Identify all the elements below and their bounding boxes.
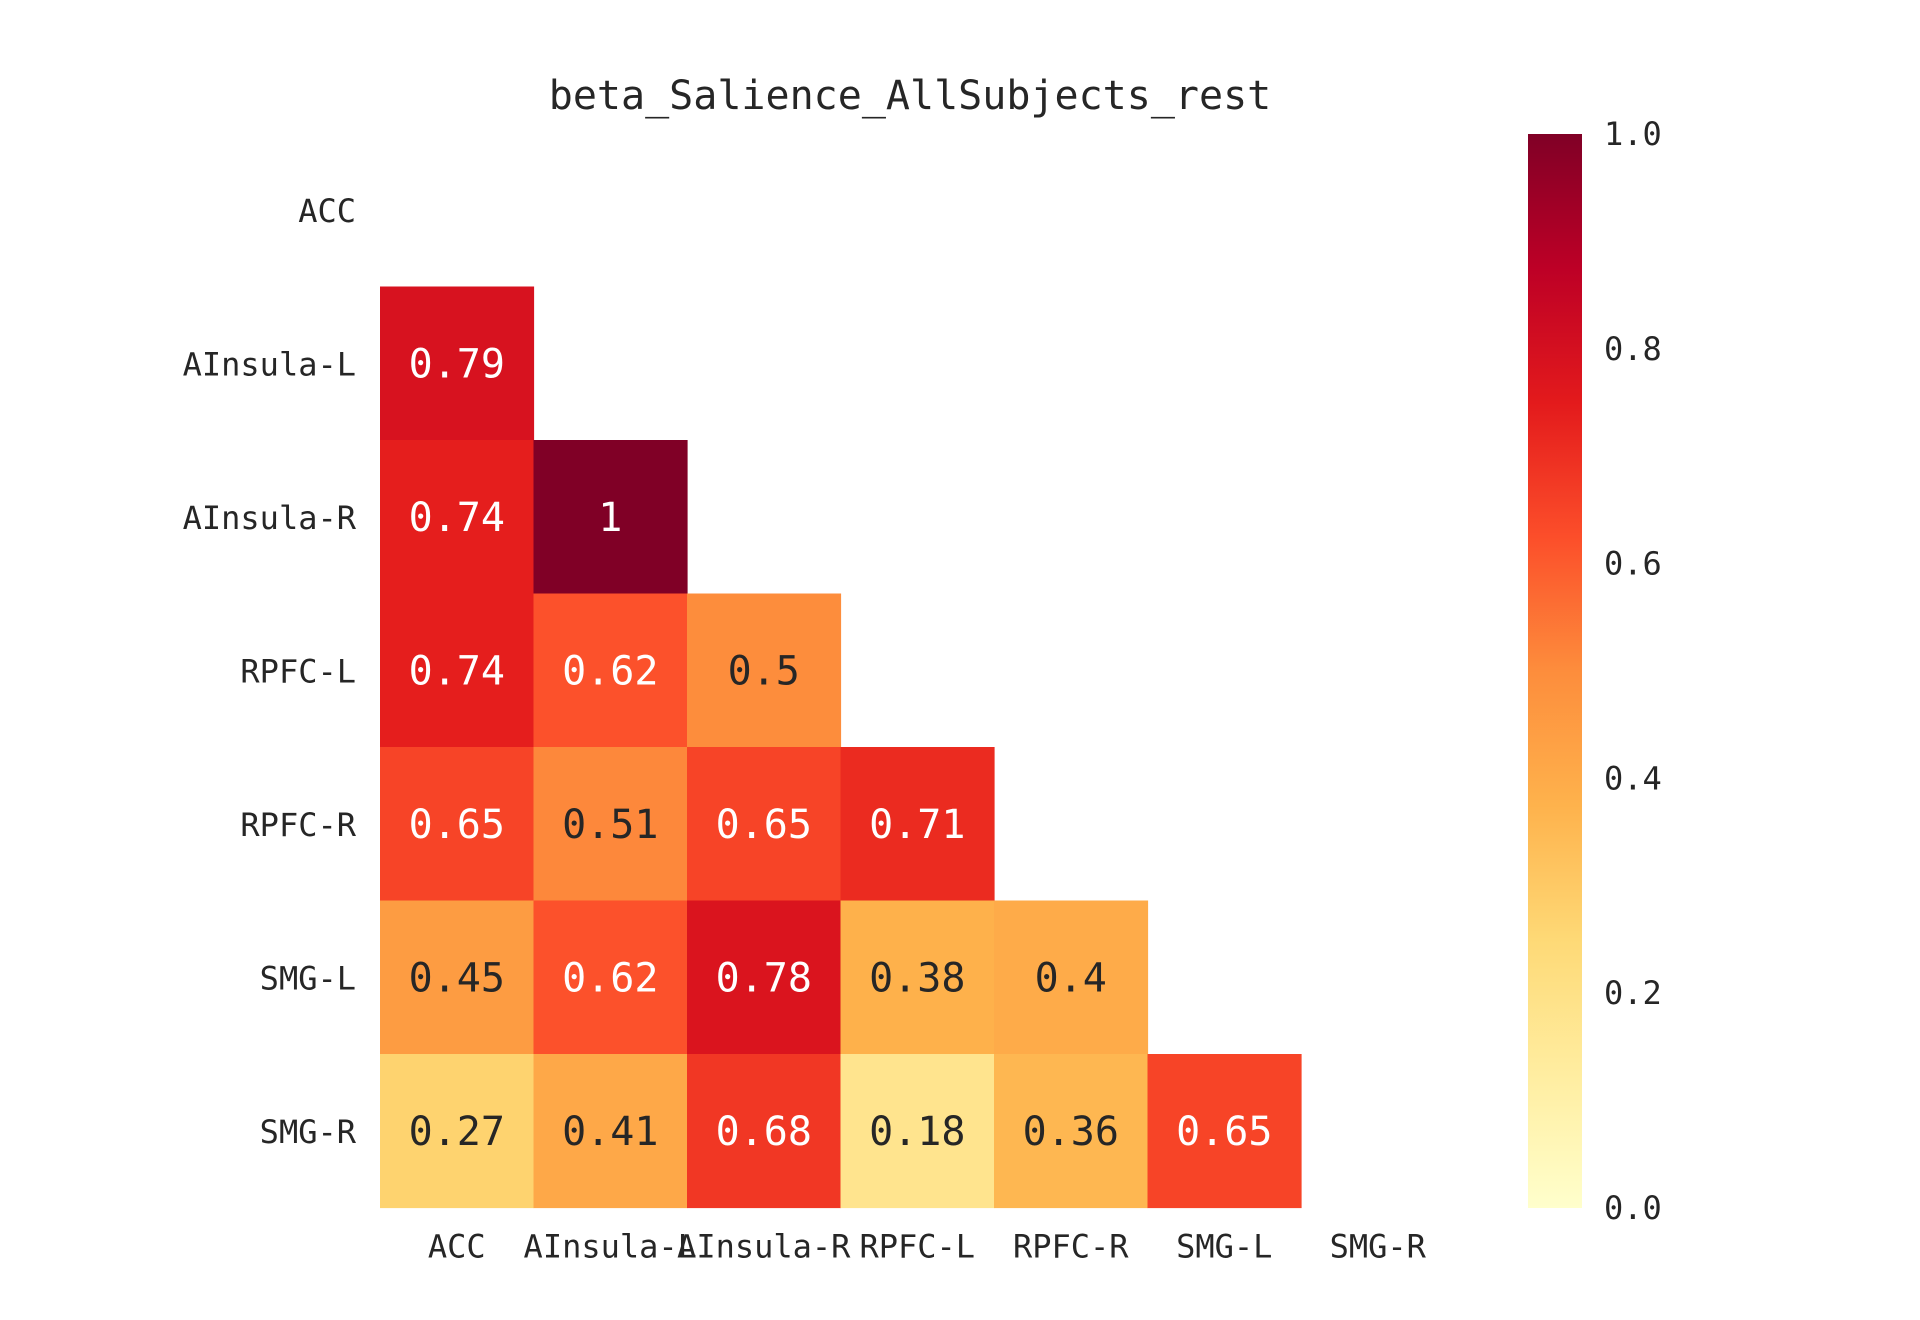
cell-value-label: 0.18	[869, 1109, 965, 1155]
y-axis-labels: ACC AInsula-L AInsula-R RPFC-L RPFC-R SMG-L SM…	[183, 192, 357, 1151]
colorbar-tick-label: 0.6	[1604, 545, 1662, 583]
heatmap-cell	[380, 900, 535, 1055]
cell-value-label: 0.78	[716, 955, 812, 1001]
heatmap-cells: 0.79 0.74 1 0.74 0.62 0.5 0.65 0.51 0.65 0.71 0.45…	[380, 286, 1302, 1209]
cell-value-label: 0.62	[562, 955, 658, 1001]
cell-value-label: 0.41	[562, 1109, 658, 1155]
heatmap-cell	[380, 1054, 535, 1209]
cell-value-label: 0.68	[716, 1109, 812, 1155]
heatmap-cell	[994, 1054, 1149, 1209]
heatmap-cell	[533, 1054, 688, 1209]
heatmap-cell	[687, 593, 842, 748]
y-tick-label: ACC	[298, 192, 356, 230]
y-tick-label: RPFC-R	[240, 806, 356, 844]
cell-value-label: 0.79	[409, 341, 505, 387]
heatmap-cell	[687, 900, 842, 1055]
x-tick-label: RPFC-R	[1013, 1228, 1129, 1266]
y-tick-label: AInsula-L	[183, 345, 356, 383]
cell-value-label: 0.45	[409, 955, 505, 1001]
heatmap-cell	[380, 747, 535, 902]
heatmap-cell	[840, 900, 995, 1055]
heatmap-cell	[687, 747, 842, 902]
heatmap-cell	[380, 593, 535, 748]
colorbar-tick-label: 0.0	[1604, 1189, 1662, 1227]
x-tick-label: AInsula-L	[524, 1228, 697, 1266]
heatmap-cell	[840, 747, 995, 902]
cell-value-label: 0.38	[869, 955, 965, 1001]
cell-value-label: 0.36	[1023, 1109, 1119, 1155]
x-tick-label: ACC	[428, 1228, 486, 1266]
cell-value-label: 0.65	[409, 802, 505, 848]
heatmap-cell	[380, 286, 535, 441]
colorbar-tick-label: 1.0	[1604, 115, 1662, 153]
colorbar-tick-label: 0.4	[1604, 759, 1662, 797]
colorbar-tick-label: 0.8	[1604, 330, 1662, 368]
cell-value-label: 0.74	[409, 495, 505, 541]
y-tick-label: AInsula-R	[183, 499, 357, 537]
cell-value-label: 0.65	[716, 802, 812, 848]
x-tick-label: AInsula-R	[677, 1228, 851, 1266]
cell-value-label: 0.27	[409, 1109, 505, 1155]
cell-value-label: 0.74	[409, 648, 505, 694]
cell-value-label: 0.65	[1176, 1109, 1272, 1155]
y-tick-label: SMG-L	[260, 959, 356, 997]
heatmap-cell	[380, 440, 535, 595]
heatmap-cell	[533, 593, 688, 748]
x-tick-label: RPFC-L	[859, 1228, 975, 1266]
x-tick-label: SMG-R	[1330, 1228, 1427, 1266]
chart-title: beta_Salience_AllSubjects_rest	[549, 73, 1271, 119]
heatmap-cell	[533, 440, 688, 595]
y-tick-label: RPFC-L	[240, 652, 356, 690]
cell-value-label: 0.71	[869, 802, 965, 848]
heatmap-cell	[687, 1054, 842, 1209]
cell-value-label: 0.5	[728, 648, 800, 694]
x-tick-label: SMG-L	[1176, 1228, 1272, 1266]
cell-value-label: 0.4	[1035, 955, 1107, 1001]
heatmap-cell	[533, 900, 688, 1055]
heatmap-cell	[994, 900, 1149, 1055]
colorbar-tick-label: 0.2	[1604, 974, 1662, 1012]
cell-value-label: 1	[598, 495, 622, 541]
colorbar	[1528, 134, 1582, 1208]
cell-value-label: 0.51	[562, 802, 658, 848]
heatmap-cell	[533, 747, 688, 902]
cell-value-label: 0.62	[562, 648, 658, 694]
y-tick-label: SMG-R	[260, 1113, 357, 1151]
colorbar-tick-labels: 0.0 0.2 0.4 0.6 0.8 1.0	[1604, 115, 1662, 1227]
heatmap-cell	[1147, 1054, 1302, 1209]
heatmap-cell	[840, 1054, 995, 1209]
